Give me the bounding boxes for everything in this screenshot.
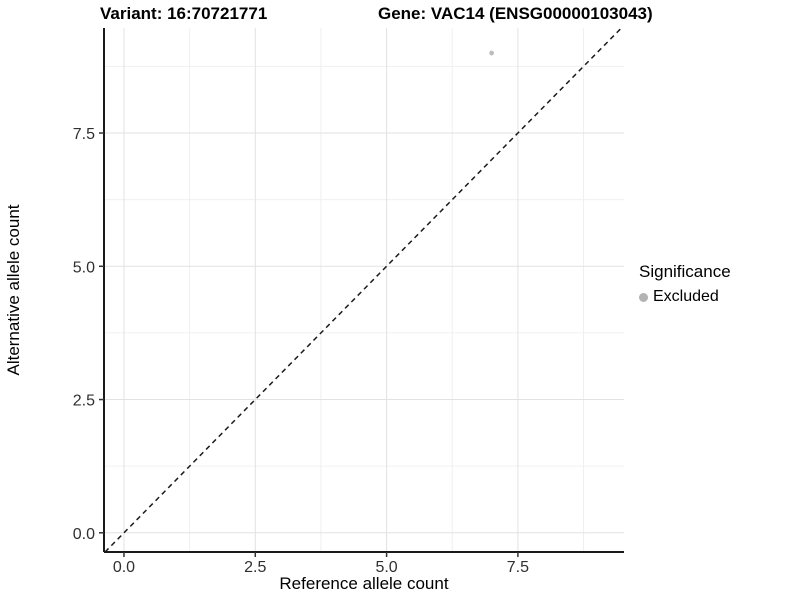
x-tick-label: 5.0 — [375, 559, 397, 576]
gene-title: Gene: VAC14 (ENSG00000103043) — [378, 4, 653, 23]
y-tick-label: 5.0 — [73, 259, 95, 276]
y-tick-label: 2.5 — [73, 393, 95, 410]
plot-panel — [104, 28, 624, 552]
identity-dashed-line — [104, 27, 622, 553]
x-tick-label: 7.5 — [507, 559, 529, 576]
y-tick-label: 7.5 — [73, 126, 95, 143]
legend-title: Significance — [639, 262, 731, 281]
circle-marker-icon — [639, 292, 648, 302]
legend-item-excluded: Excluded — [639, 288, 731, 306]
y-tick-label: 0.0 — [73, 526, 95, 543]
variant-title: Variant: 16:70721771 — [100, 4, 268, 23]
x-tick-label: 2.5 — [244, 559, 266, 576]
legend: Significance Excluded — [639, 262, 731, 306]
y-axis-title: Alternative allele count — [4, 204, 23, 376]
x-tick-label: 0.0 — [113, 559, 135, 576]
x-axis-title: Reference allele count — [279, 574, 449, 593]
data-point — [489, 50, 495, 56]
legend-item-label: Excluded — [653, 288, 719, 305]
